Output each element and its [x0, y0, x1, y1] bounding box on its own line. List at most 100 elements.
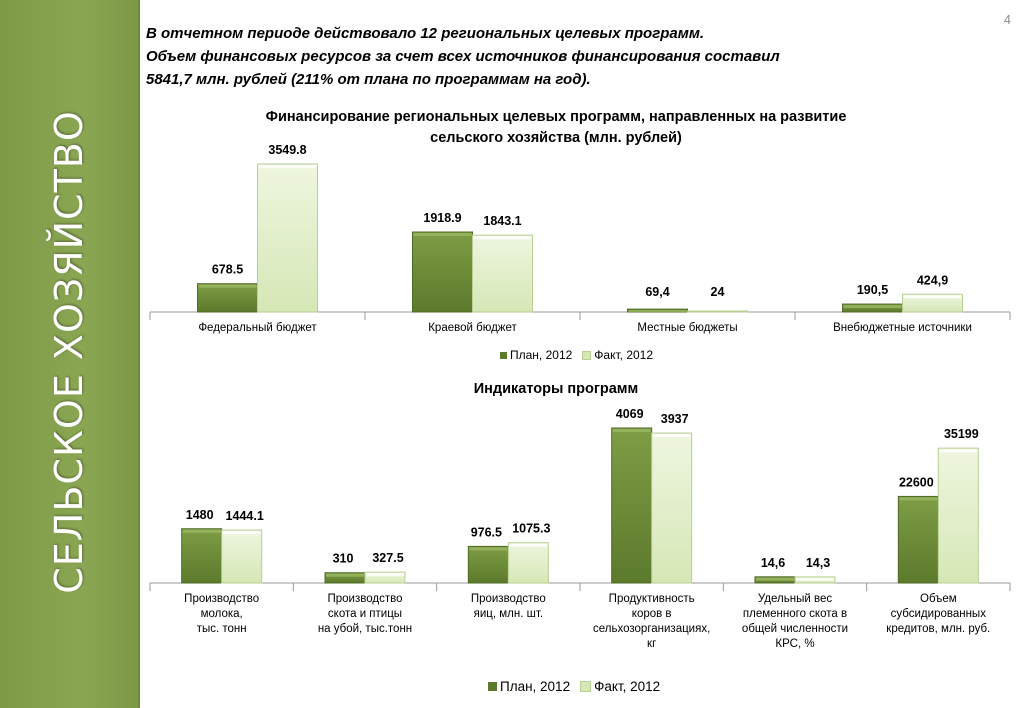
chart-2-category-label-line: на убой, тыс.тонн	[317, 623, 413, 635]
chart-2-value-label: 14,6	[761, 556, 785, 570]
chart-1-bar-fact-highlight	[473, 236, 532, 240]
chart-2-bar-plan-highlight	[612, 429, 651, 432]
chart-2-bar-fact-highlight	[222, 531, 261, 535]
chart-2-value-label: 310	[333, 552, 354, 566]
chart-2-title-line-1: Индикаторы программ	[473, 381, 639, 397]
chart-2-bar-plan-highlight	[326, 573, 364, 577]
chart-2-value-label: 327.5	[372, 551, 403, 565]
chart-2-value-label: 4069	[616, 407, 644, 421]
chart-1-value-label: 3549.8	[268, 143, 306, 157]
chart-1-bar-plan-highlight	[843, 305, 902, 309]
chart-1-category-label-line: Внебюджетные источники	[833, 322, 972, 334]
chart-2-bar-plan	[181, 528, 223, 584]
chart-1-bar-fact	[902, 293, 963, 313]
chart-2-value-label: 22600	[899, 475, 934, 489]
legend-label-plan: План, 2012	[500, 679, 571, 694]
chart-2-value-label: 1480	[186, 508, 214, 522]
chart-2-category-label-line: Производство	[327, 593, 403, 605]
chart-2-bar-fact	[507, 542, 549, 584]
legend-label-plan: План, 2012	[510, 348, 573, 362]
chart-2-category-label-line: Удельный вес	[757, 593, 833, 605]
chart-2-value-label: 1075.3	[512, 522, 550, 536]
legend-label-fact: Факт, 2012	[594, 348, 654, 362]
chart-2-category-label: Удельный вес племенного скота в общей числ…	[723, 592, 866, 652]
chart-1-category-label: Местные бюджеты	[580, 321, 795, 336]
legend-swatch-fact	[580, 681, 592, 692]
chart-1-value-label: 69,4	[645, 285, 669, 299]
chart-2-category-label-line: коров в	[631, 608, 672, 620]
chart-2-category-label-line: скота и птицы	[327, 608, 403, 620]
chart-2-category-label: Объем субсидированных кредитов, млн. руб.	[867, 592, 1010, 637]
intro-line-2: Объем финансовых ресурсов за счет всех и…	[146, 48, 780, 65]
chart-2-title: Индикаторы программ	[150, 379, 962, 400]
chart-2-category-label: Продуктивность коров в сельхозорганизациях…	[580, 592, 723, 652]
chart-1-category-label: Краевой бюджет	[365, 321, 580, 336]
chart-2-value-label: 14,3	[806, 556, 830, 570]
chart-1-bar-fact-highlight	[258, 165, 317, 168]
chart-2-category-label-line: Производство	[184, 593, 260, 605]
chart-2-legend: План, 2012 Факт, 2012	[488, 679, 660, 694]
chart-2-bar-fact-highlight	[509, 543, 548, 547]
chart-1-category-label-line: Местные бюджеты	[637, 322, 738, 334]
chart-2-category-label-line: Объем	[920, 593, 957, 605]
chart-2-value-label: 976.5	[471, 525, 502, 539]
chart-1-bar-plan-highlight	[198, 284, 257, 288]
intro-line-1: В отчетном периоде действовало 12 регион…	[146, 25, 705, 42]
chart-2-category-label-line: племенного скота в	[742, 608, 848, 620]
chart-1-bar-plan-highlight	[628, 310, 687, 312]
sidebar: СЕЛЬСКОЕ ХОЗЯЙСТВО	[0, 0, 140, 708]
chart-1-bar-plan	[197, 283, 258, 313]
chart-2-category-label-line: сельхозорганизациях,	[593, 623, 711, 635]
chart-1-bar-plan	[412, 231, 473, 313]
legend-label-fact: Факт, 2012	[594, 679, 661, 694]
chart-1-bar-plan-highlight	[413, 232, 472, 236]
chart-1-bar-fact	[687, 310, 748, 313]
chart-1-title-line-2: сельского хозяйства (млн. рублей)	[430, 130, 682, 146]
chart-2-bar-fact-highlight	[652, 434, 691, 438]
chart-2-category-label-line: Производство	[470, 593, 546, 605]
chart-2-bar-fact-highlight	[796, 577, 834, 581]
chart-2-bar-fact	[221, 529, 263, 584]
chart-1-value-label: 1843.1	[483, 214, 521, 228]
chart-2-category-label-line: общей численности	[741, 623, 849, 635]
chart-2-category-label-line: тыс. тонн	[196, 623, 247, 635]
chart-2-category-label: Производство скота и птицы на убой, тыс.то…	[293, 592, 436, 637]
chart-1-title-line-1: Финансирование региональных целевых прог…	[265, 109, 847, 125]
legend-swatch-plan	[500, 351, 507, 359]
chart-1-category-label: Внебюджетные источники	[795, 321, 1010, 336]
chart-2-bar-fact	[364, 571, 406, 584]
chart-2-value-label: 3937	[661, 412, 689, 426]
chart-2-bar-plan-highlight	[756, 577, 794, 581]
chart-2-category-label-line: яиц, млн. шт.	[473, 608, 544, 620]
chart-2-bar-fact-highlight	[939, 449, 978, 453]
chart-2-bar-plan	[897, 495, 939, 584]
legend-item-fact: Факт, 2012	[580, 679, 660, 694]
chart-2-category-label-line: молока,	[200, 608, 243, 620]
chart-1-bar-fact-highlight	[903, 295, 962, 299]
legend-swatch-fact	[582, 350, 592, 360]
legend-item-plan: План, 2012	[488, 679, 570, 694]
legend-swatch-plan	[488, 682, 497, 691]
chart-2-value-label: 1444.1	[226, 509, 264, 523]
chart-1-value-label: 424,9	[917, 273, 948, 287]
chart-1-value-label: 678.5	[212, 263, 243, 277]
intro-line-3: 5841,7 млн. рублей (211% от плана по про…	[146, 71, 591, 88]
chart-2-category-label-line: субсидированных	[890, 608, 986, 620]
chart-2-bar-plan-highlight	[182, 529, 221, 533]
chart-2-category-label: Производство яиц, млн. шт.	[437, 592, 580, 622]
chart-1-value-label: 24	[711, 285, 725, 299]
chart-1-category-label: Федеральный бюджет	[150, 321, 365, 336]
chart-1-bar-fact	[257, 163, 318, 313]
chart-2-category-label-line: кг	[647, 638, 657, 650]
intro-text: В отчетном периоде действовало 12 регион…	[146, 22, 866, 91]
chart-2-bar-plan	[611, 427, 653, 584]
chart-1-category-label-line: Краевой бюджет	[428, 322, 517, 334]
chart-2-bar-plan-highlight	[469, 547, 508, 551]
legend-item-plan: План, 2012	[500, 348, 572, 362]
chart-1-legend: План, 2012 Факт, 2012	[500, 348, 653, 362]
chart-1-category-label-line: Федеральный бюджет	[198, 322, 317, 334]
chart-2-category-label-line: КРС, %	[775, 638, 815, 650]
chart-1-value-label: 1918.9	[423, 211, 461, 225]
chart-2-bar-fact	[651, 432, 693, 584]
